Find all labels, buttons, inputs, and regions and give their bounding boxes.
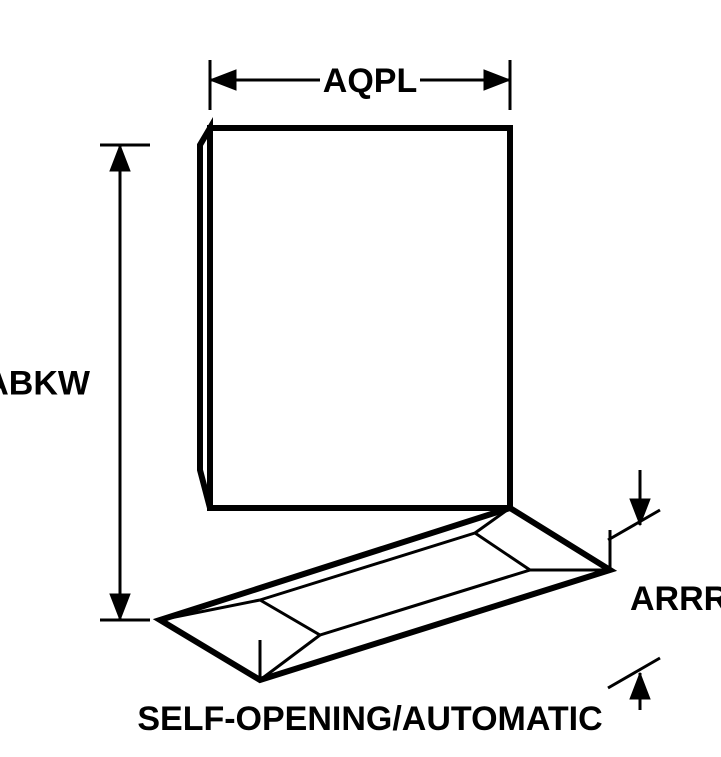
dimension-top: AQPL bbox=[210, 60, 510, 110]
dimension-left-label: ABKW bbox=[0, 365, 91, 403]
diagram-caption: SELF-OPENING/AUTOMATIC bbox=[137, 700, 602, 738]
bag-shape bbox=[160, 128, 610, 680]
dimension-right: ARRR bbox=[608, 470, 721, 710]
dimension-top-label: AQPL bbox=[323, 62, 417, 100]
dimension-right-label: ARRR bbox=[630, 580, 721, 618]
dimension-left: ABKW bbox=[0, 145, 150, 620]
